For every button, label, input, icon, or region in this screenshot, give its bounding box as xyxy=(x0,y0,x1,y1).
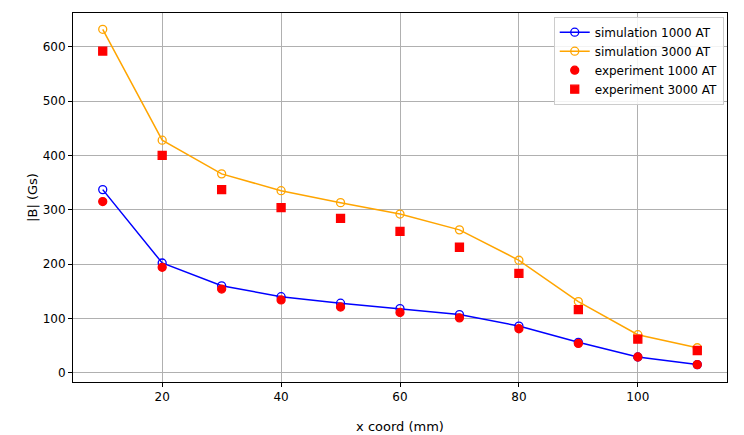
svg-text:0: 0 xyxy=(58,366,66,380)
svg-text:40: 40 xyxy=(273,390,288,404)
svg-text:300: 300 xyxy=(43,203,66,217)
svg-text:x coord (mm): x coord (mm) xyxy=(356,419,444,434)
svg-text:60: 60 xyxy=(392,390,407,404)
svg-text:|B| (Gs): |B| (Gs) xyxy=(25,173,40,222)
svg-text:20: 20 xyxy=(155,390,170,404)
svg-text:simulation 3000 AT: simulation 3000 AT xyxy=(595,45,711,59)
svg-text:100: 100 xyxy=(626,390,649,404)
svg-text:500: 500 xyxy=(43,94,66,108)
svg-text:simulation 1000 AT: simulation 1000 AT xyxy=(595,26,711,40)
svg-text:100: 100 xyxy=(43,312,66,326)
svg-text:80: 80 xyxy=(511,390,526,404)
svg-text:experiment 1000 AT: experiment 1000 AT xyxy=(595,64,717,78)
svg-text:200: 200 xyxy=(43,257,66,271)
svg-text:experiment 3000 AT: experiment 3000 AT xyxy=(595,83,717,97)
svg-text:600: 600 xyxy=(43,40,66,54)
svg-text:400: 400 xyxy=(43,149,66,163)
